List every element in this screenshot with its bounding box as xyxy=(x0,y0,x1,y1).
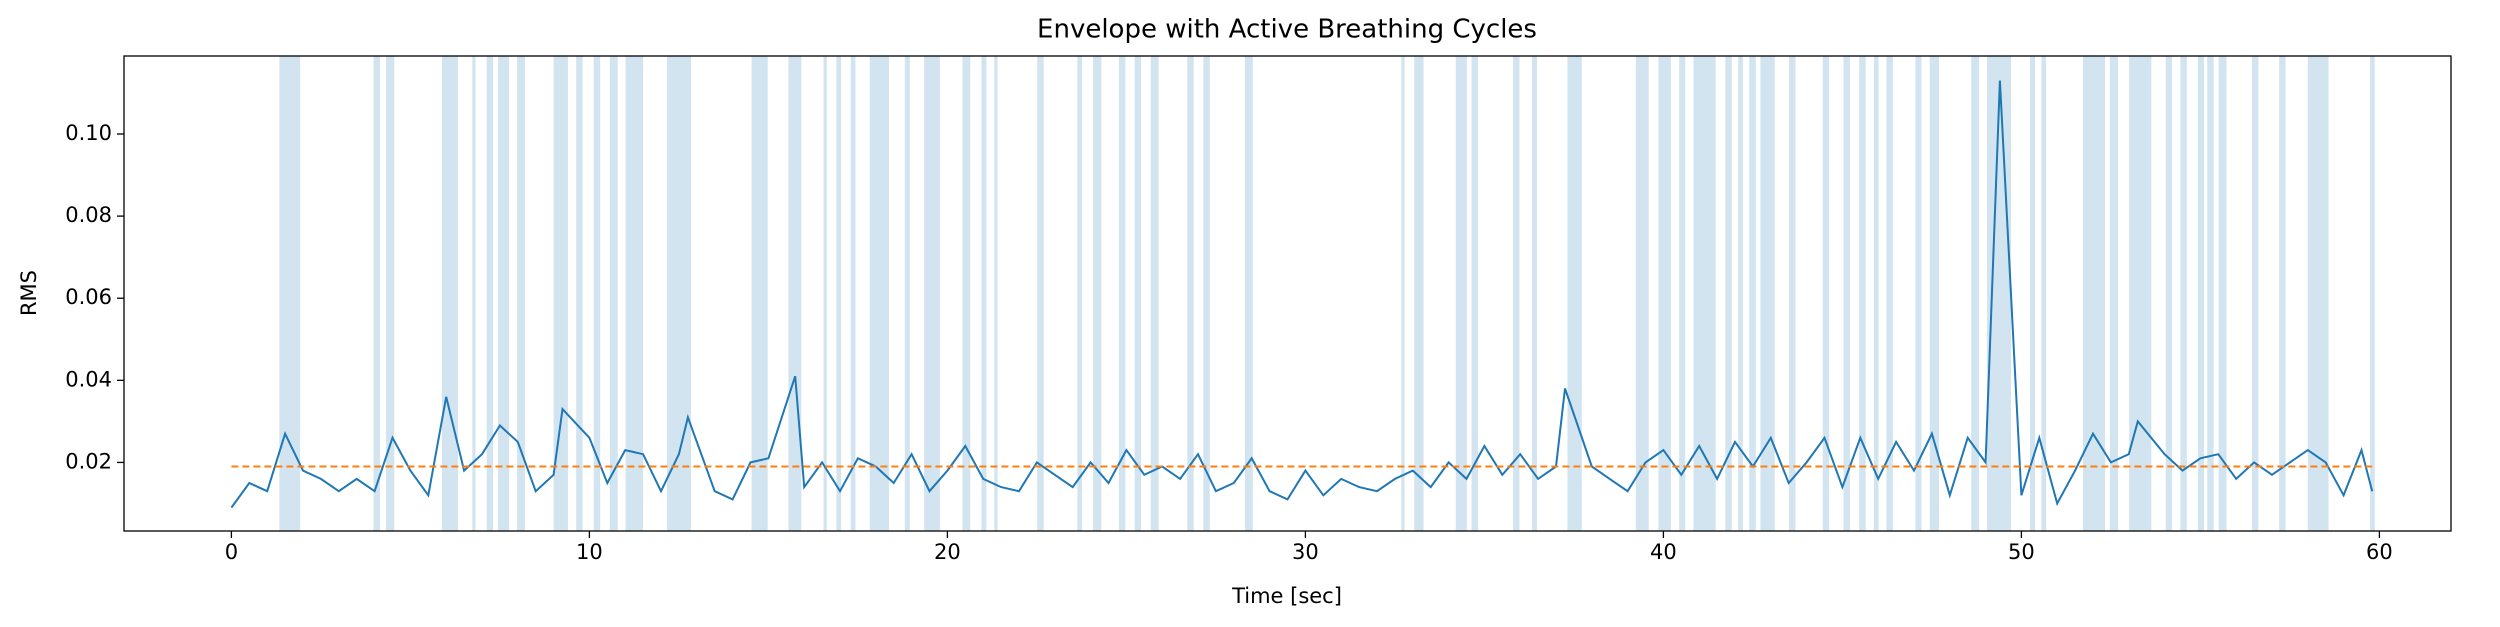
x-tick-label: 10 xyxy=(576,540,603,564)
active-span xyxy=(1077,56,1083,531)
active-span xyxy=(1859,56,1866,531)
y-tick-label: 0.02 xyxy=(65,449,112,473)
active-span xyxy=(1532,56,1538,531)
active-span xyxy=(1679,56,1686,531)
active-span xyxy=(1760,56,1775,531)
active-span xyxy=(2218,56,2227,531)
y-tick-label: 0.06 xyxy=(65,285,112,309)
active-span xyxy=(2251,56,2259,531)
active-span xyxy=(1873,56,1879,531)
active-span xyxy=(1693,56,1716,531)
active-span xyxy=(593,56,601,531)
x-tick-label: 30 xyxy=(1292,540,1319,564)
active-span xyxy=(1134,56,1142,531)
active-span xyxy=(1971,56,1980,531)
y-tick-label: 0.10 xyxy=(65,121,112,145)
active-span xyxy=(441,56,459,531)
active-span xyxy=(1789,56,1796,531)
active-span xyxy=(1822,56,1830,531)
active-span xyxy=(2041,56,2047,531)
active-span xyxy=(1244,56,1253,531)
active-span xyxy=(850,56,856,531)
active-span xyxy=(2082,56,2106,531)
active-span xyxy=(472,56,476,531)
y-tick-label: 0.08 xyxy=(65,203,112,227)
active-span xyxy=(1725,56,1732,531)
active-span xyxy=(1567,56,1582,531)
x-axis-label: Time [sec] xyxy=(1231,584,1342,608)
active-span xyxy=(2197,56,2204,531)
active-span xyxy=(576,56,583,531)
x-tick-label: 20 xyxy=(934,540,961,564)
active-span xyxy=(994,56,998,531)
active-span xyxy=(1513,56,1520,531)
active-span xyxy=(279,56,301,531)
active-span xyxy=(1843,56,1850,531)
active-span xyxy=(924,56,940,531)
active-span xyxy=(981,56,987,531)
active-span xyxy=(2180,56,2187,531)
active-span xyxy=(1093,56,1102,531)
active-span xyxy=(1455,56,1467,531)
active-span xyxy=(2029,56,2036,531)
x-tick-label: 60 xyxy=(2366,540,2393,564)
active-span xyxy=(1886,56,1893,531)
active-span xyxy=(1738,56,1743,531)
y-tick-label: 0.04 xyxy=(65,367,112,391)
active-span xyxy=(2279,56,2286,531)
active-span xyxy=(486,56,494,531)
active-span xyxy=(1401,56,1405,531)
active-span xyxy=(1635,56,1649,531)
active-span xyxy=(1929,56,1940,531)
x-tick-label: 0 xyxy=(225,540,238,564)
active-span xyxy=(1187,56,1194,531)
active-span xyxy=(2370,56,2375,531)
active-span xyxy=(1037,56,1044,531)
active-span xyxy=(2165,56,2173,531)
active-span xyxy=(2307,56,2329,531)
active-span xyxy=(869,56,890,531)
active-span xyxy=(2109,56,2119,531)
active-span xyxy=(1658,56,1671,531)
y-axis-label: RMS xyxy=(17,270,41,316)
active-span xyxy=(2129,56,2152,531)
active-span xyxy=(1471,56,1478,531)
active-span xyxy=(625,56,644,531)
active-span xyxy=(836,56,842,531)
active-span xyxy=(904,56,910,531)
active-span xyxy=(373,56,380,531)
x-tick-label: 50 xyxy=(2008,540,2035,564)
active-span xyxy=(788,56,802,531)
active-span xyxy=(823,56,827,531)
x-tick-label: 40 xyxy=(1650,540,1677,564)
envelope-line xyxy=(230,80,2374,509)
active-span xyxy=(386,56,395,531)
plot-frame xyxy=(123,55,2452,532)
active-span xyxy=(962,56,971,531)
chart-title: Envelope with Active Breathing Cycles xyxy=(1037,15,1537,45)
active-span xyxy=(2207,56,2214,531)
active-span xyxy=(751,56,768,531)
active-span xyxy=(517,56,525,531)
active-span xyxy=(667,56,692,531)
active-span xyxy=(1118,56,1126,531)
active-span xyxy=(498,56,510,531)
active-span xyxy=(609,56,618,531)
active-span xyxy=(1203,56,1210,531)
active-span xyxy=(1414,56,1424,531)
active-span xyxy=(1749,56,1756,531)
active-span xyxy=(1915,56,1922,531)
active-span xyxy=(1150,56,1159,531)
